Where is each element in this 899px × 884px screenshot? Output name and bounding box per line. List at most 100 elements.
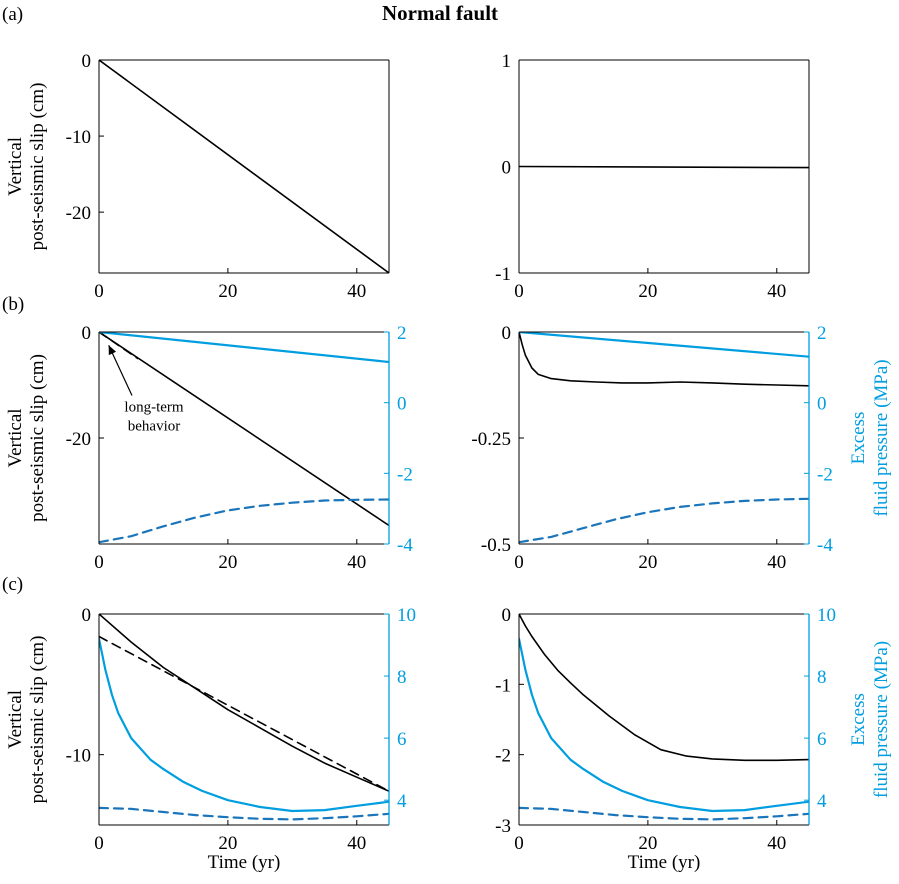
series-line-pressure-top [99,332,389,364]
y2-tick-label: 2 [817,323,827,344]
x-tick-label: 40 [347,281,366,302]
x-tick-label: 0 [514,552,524,573]
series-line-pressure-solid [99,637,389,813]
y-tick-label: 0 [502,323,512,344]
x-tick-label: 40 [347,552,366,573]
y-axis-label-line-1: Vertical [5,690,26,749]
x-axis-label: Time (yr) [628,852,701,873]
series-group [519,165,809,169]
y-tick-label: 0 [82,323,92,344]
series-line-slip [99,614,389,793]
y-axis-label-line-1: Vertical [5,408,26,467]
series-group [99,60,389,273]
y-axis-label-line-1: Vertical [5,137,26,196]
series-line-slip [519,165,809,169]
x-tick-label: 40 [767,552,786,573]
y2-tick-label: 10 [397,605,416,626]
y-tick-label: -1 [495,264,511,285]
x-tick-label: 0 [514,833,524,854]
panel-label: (a) [2,4,23,25]
panel-label: (b) [2,294,24,315]
y2-tick-label: -2 [817,464,833,485]
x-tick-label: 0 [94,281,104,302]
y2-tick-label: 8 [397,667,407,688]
y2-tick-label: 2 [397,323,407,344]
y-tick-label: -20 [66,203,91,224]
y-tick-label: -0.25 [471,429,511,450]
y2-tick-label: 4 [817,791,827,812]
x-tick-label: 40 [767,833,786,854]
series-line-pressure-solid [519,637,809,813]
y-tick-label: -3 [495,816,511,837]
x-tick-label: 20 [218,552,237,573]
y-tick-label: -20 [66,429,91,450]
series-group [99,332,389,544]
y-tick-label: 0 [82,605,92,626]
series-line-pressure-bottom [519,497,809,544]
figure-title: Normal fault [382,1,498,25]
panel-label: (c) [2,574,23,595]
series-line-pressure-dashed [519,806,809,821]
y2-tick-label: -2 [397,464,413,485]
y-tick-label: -10 [66,127,91,148]
series-line-slip [99,332,389,527]
y2-tick-label: 0 [397,394,407,415]
y2-tick-label: 8 [817,667,827,688]
series-line-long-term [99,635,389,793]
x-tick-label: 20 [218,281,237,302]
annotation-arrow-shaft [108,344,133,396]
y2-tick-label: -4 [397,535,413,556]
x-tick-label: 20 [218,833,237,854]
y2-axis-label-line-1: Excess [848,412,869,465]
x-tick-label: 0 [94,833,104,854]
series-group [519,614,809,821]
x-tick-label: 0 [514,281,524,302]
y-axis-label-line-2: post-seismic slip (cm) [27,83,48,251]
series-line-slip [99,60,389,273]
y2-axis-label-line-1: Excess [848,693,869,746]
panel-c-left: (c) 0 20 40 0 -10 10 8 6 4 Time (yr) Vertical post-s… [2,574,416,873]
y-tick-label: 0 [502,605,512,626]
annotation-arrow-head [108,345,117,356]
annotation-line-2: behavior [128,419,180,435]
panel-a-left: (a) 0 20 40 0 -10 -20 Vertical post-seismic slip… [2,4,390,302]
y2-tick-label: 6 [397,729,407,750]
y-tick-label: -10 [66,746,91,767]
x-tick-label: 20 [638,833,657,854]
series-line-pressure-top [519,332,809,358]
y2-axis-label-line-2: fluid pressure (MPa) [871,359,892,516]
x-tick-label: 40 [347,833,366,854]
y2-axis-label-line-2: fluid pressure (MPa) [871,641,892,798]
y2-tick-label: 4 [397,791,407,812]
y2-tick-label: -4 [817,535,833,556]
series-line-pressure-bottom [99,498,389,544]
y2-tick-label: 6 [817,729,827,750]
series-line-slip [519,614,809,762]
y-axis-label-line-2: post-seismic slip (cm) [27,354,48,522]
x-tick-label: 0 [94,552,104,573]
y-tick-label: 1 [502,51,512,72]
series-group [99,614,389,821]
series-line-long-term [99,332,139,360]
y2-tick-label: 10 [817,605,836,626]
y-tick-label: -2 [495,746,511,767]
y-tick-label: -1 [495,675,511,696]
panel-c-right: 0 20 40 0 -1 -2 -3 10 8 6 4 Time (yr) Excess fluid pr… [495,605,892,873]
series-line-slip [519,332,809,387]
y-tick-label: 0 [82,51,92,72]
x-tick-label: 20 [638,281,657,302]
series-group [519,332,809,544]
annotation-line-1: long-term [124,400,183,416]
x-axis-label: Time (yr) [208,852,281,873]
x-tick-label: 20 [638,552,657,573]
y2-tick-label: 0 [817,394,827,415]
y-tick-label: -0.5 [481,535,511,556]
series-line-pressure-dashed [99,806,389,821]
y-axis-label-line-2: post-seismic slip (cm) [27,636,48,804]
x-tick-label: 40 [767,281,786,302]
